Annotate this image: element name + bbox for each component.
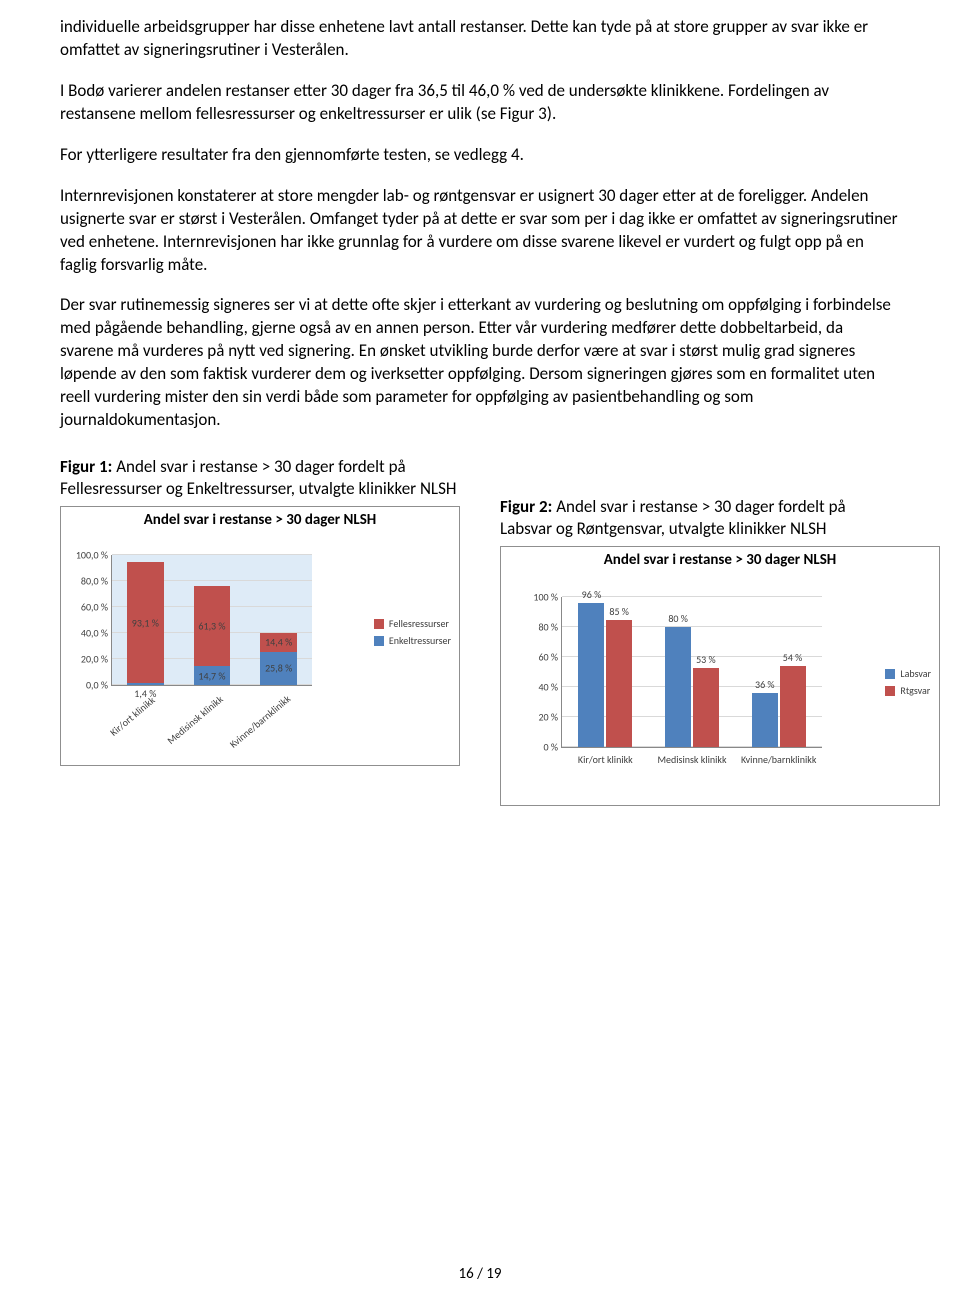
- category-label: Medisinsk klinikk: [164, 693, 225, 747]
- category-label: Kir/ort klinikk: [578, 753, 633, 766]
- legend-swatch: [374, 636, 384, 646]
- paragraph-5: Der svar rutinemessig signeres ser vi at…: [60, 294, 900, 432]
- bar-fellesressurser: 61,3 %: [194, 586, 231, 666]
- bar-enkeltressurser: 1,4 %: [127, 683, 164, 685]
- page: individuelle arbeidsgrupper har disse en…: [0, 0, 960, 1299]
- paragraph-1: individuelle arbeidsgrupper har disse en…: [60, 16, 900, 62]
- figure-1-column: Figur 1: Andel svar i restanse > 30 dage…: [60, 456, 480, 766]
- category-label: Medisinsk klinikk: [657, 753, 726, 766]
- y-tick-label: 80,0 %: [81, 575, 112, 588]
- y-tick-label: 40,0 %: [81, 627, 112, 640]
- category-label: Kvinne/barnklinikk: [227, 692, 293, 750]
- bar-label: 54 %: [783, 651, 803, 664]
- bar-rtgsvar: 53 %: [693, 668, 719, 748]
- figure-1-caption-bold: Figur 1:: [60, 456, 112, 477]
- bar-label: 25,8 %: [265, 662, 292, 675]
- legend-label: Enkeltressurser: [389, 634, 451, 647]
- bar-label: 53 %: [696, 653, 716, 666]
- y-tick-label: 20 %: [538, 711, 562, 724]
- bar-labsvar: 80 %: [665, 627, 691, 747]
- y-tick-label: 60,0 %: [81, 601, 112, 614]
- bar-label: 85 %: [609, 605, 629, 618]
- legend-label: Fellesressurser: [389, 617, 449, 630]
- figure-1-caption: Figur 1: Andel svar i restanse > 30 dage…: [60, 456, 480, 500]
- legend-swatch: [885, 686, 895, 696]
- figure-2-caption-text: Andel svar i restanse > 30 dager fordelt…: [500, 496, 846, 539]
- bar-enkeltressurser: 25,8 %: [260, 652, 297, 686]
- bar-rtgsvar: 85 %: [606, 620, 632, 748]
- legend-label: Rtgsvar: [900, 684, 930, 697]
- category-label: Kvinne/barnklinikk: [741, 753, 816, 766]
- page-number: 16 / 19: [0, 1265, 960, 1283]
- figure-1-caption-text: Andel svar i restanse > 30 dager fordelt…: [60, 456, 456, 499]
- bar-fellesressurser: 93,1 %: [127, 562, 164, 683]
- legend-item: Rtgsvar: [885, 684, 931, 697]
- figure-2-plot-area: 0 %20 %40 %60 %80 %100 %96 %85 %Kir/ort …: [561, 597, 822, 748]
- figure-1-chart: Andel svar i restanse > 30 dager NLSH 0,…: [60, 506, 460, 766]
- bar-label: 14,4 %: [265, 636, 292, 649]
- paragraph-3: For ytterligere resultater fra den gjenn…: [60, 144, 900, 167]
- figure-2-chart: Andel svar i restanse > 30 dager NLSH 0 …: [500, 546, 940, 806]
- y-tick-label: 80 %: [538, 621, 562, 634]
- figures-row: Figur 1: Andel svar i restanse > 30 dage…: [60, 456, 900, 806]
- y-tick-label: 40 %: [538, 681, 562, 694]
- y-tick-label: 0,0 %: [86, 679, 112, 692]
- bar-label: 61,3 %: [198, 620, 225, 633]
- figure-2-caption-bold: Figur 2:: [500, 496, 552, 517]
- y-tick-label: 100,0 %: [76, 549, 112, 562]
- legend-label: Labsvar: [900, 667, 931, 680]
- figure-2-column: Figur 2: Andel svar i restanse > 30 dage…: [480, 456, 900, 806]
- bar-label: 80 %: [668, 612, 688, 625]
- bar-labsvar: 96 %: [578, 603, 604, 747]
- legend-item: Labsvar: [885, 667, 931, 680]
- bar-label: 93,1 %: [132, 616, 159, 629]
- legend-swatch: [374, 619, 384, 629]
- paragraph-4: Internrevisjonen konstaterer at store me…: [60, 185, 900, 277]
- bar-group: 25,8 % 14,4 %: [260, 633, 297, 685]
- figure-2-chart-title: Andel svar i restanse > 30 dager NLSH: [501, 547, 939, 571]
- figure-2-caption: Figur 2: Andel svar i restanse > 30 dage…: [500, 496, 900, 540]
- bar-group: 14,7 % 61,3 %: [194, 586, 231, 685]
- figure-1-legend: Fellesressurser Enkeltressurser: [374, 617, 451, 651]
- figure-1-chart-title: Andel svar i restanse > 30 dager NLSH: [61, 507, 459, 531]
- y-tick-label: 60 %: [538, 651, 562, 664]
- legend-item: Enkeltressurser: [374, 634, 451, 647]
- legend-swatch: [885, 669, 895, 679]
- y-tick-label: 20,0 %: [81, 653, 112, 666]
- bar-label: 96 %: [582, 588, 602, 601]
- bar-rtgsvar: 54 %: [780, 666, 806, 747]
- bar-fellesressurser: 14,4 %: [260, 633, 297, 652]
- y-tick-label: 0 %: [544, 741, 562, 754]
- figure-2-legend: Labsvar Rtgsvar: [885, 667, 931, 701]
- category-label: Kir/ort klinikk: [108, 694, 158, 739]
- bar-enkeltressurser: 14,7 %: [194, 666, 231, 685]
- figure-1-plot-area: 0,0 %20,0 %40,0 %60,0 %80,0 %100,0 %1,4 …: [111, 555, 312, 686]
- bar-label: 14,7 %: [198, 669, 225, 682]
- legend-item: Fellesressurser: [374, 617, 451, 630]
- bar-group: 1,4 % 93,1 %: [127, 562, 164, 685]
- paragraph-2: I Bodø varierer andelen restanser etter …: [60, 80, 900, 126]
- bar-label: 36 %: [755, 678, 775, 691]
- gridline: [112, 554, 312, 555]
- y-tick-label: 100 %: [533, 591, 562, 604]
- bar-labsvar: 36 %: [752, 693, 778, 747]
